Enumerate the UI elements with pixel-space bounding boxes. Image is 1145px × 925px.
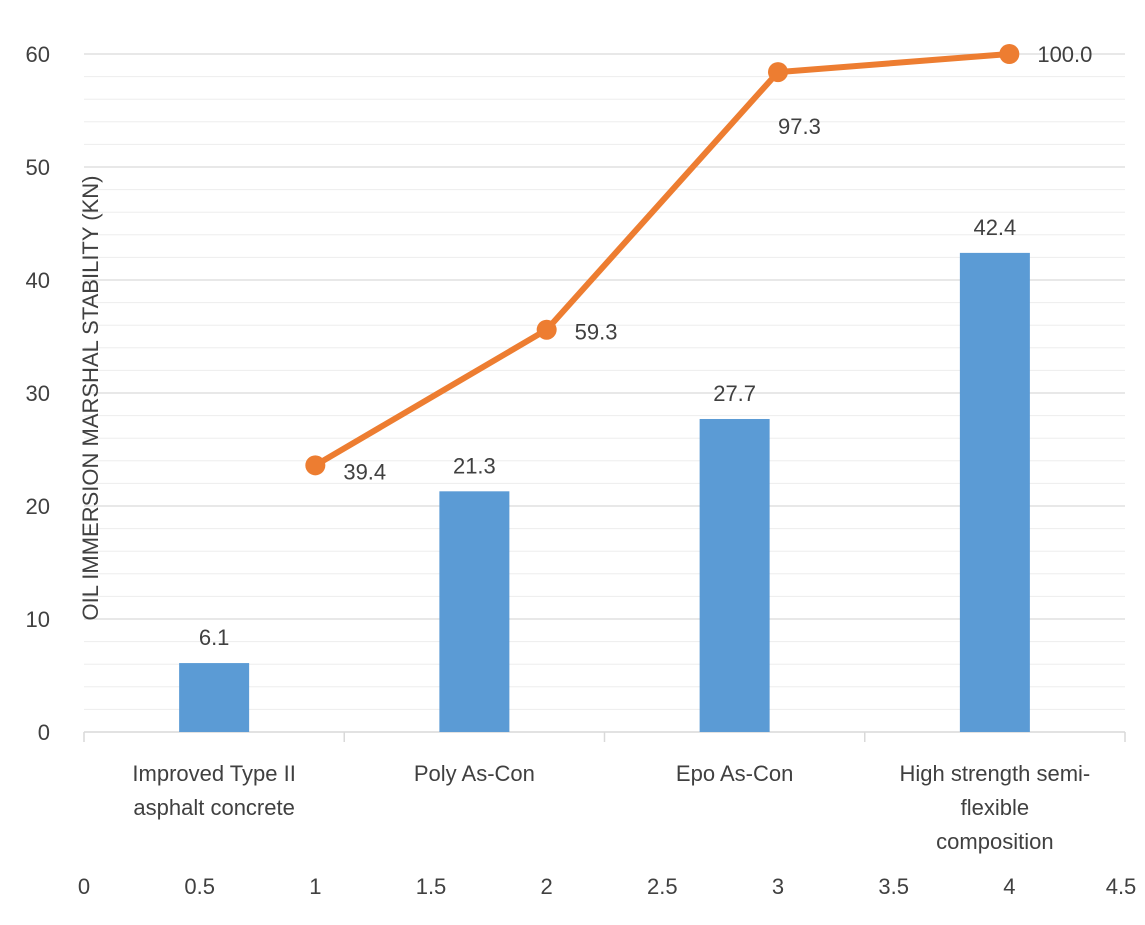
y-tick-label: 0 <box>38 720 50 745</box>
y-tick-label: 10 <box>26 607 50 632</box>
category-label: High strength semi- <box>900 761 1091 786</box>
category-label: flexible <box>961 795 1029 820</box>
secondary-x-axis: 0 0.5 1 1.5 2 2.5 3 3.5 4 4.5 <box>78 874 1136 899</box>
y-axis-ticks: 0 10 20 30 40 50 60 <box>26 42 50 745</box>
x2-tick-label: 0 <box>78 874 90 899</box>
x2-tick-label: 3.5 <box>878 874 909 899</box>
line-path <box>313 51 1010 468</box>
x2-tick-label: 1.5 <box>416 874 447 899</box>
line-point <box>999 44 1020 64</box>
bar <box>959 252 1030 732</box>
bar-data-label: 42.4 <box>973 215 1016 240</box>
bar <box>699 418 770 732</box>
line-data-label: 97.3 <box>778 114 821 139</box>
line-data-label: 100.0 <box>1037 42 1092 67</box>
category-label: Improved Type II <box>132 761 295 786</box>
category-label: composition <box>936 829 1053 854</box>
bar <box>179 663 250 732</box>
x2-tick-label: 2 <box>541 874 553 899</box>
x2-tick-label: 4.5 <box>1106 874 1137 899</box>
y-tick-label: 60 <box>26 42 50 67</box>
bar-data-label: 21.3 <box>453 453 496 478</box>
line-point <box>305 455 326 476</box>
y-tick-label: 30 <box>26 381 50 406</box>
y-axis-title: OIL IMMERSION MARSHAL STABILITY (KN) <box>78 176 103 621</box>
x2-tick-label: 1 <box>309 874 321 899</box>
line-point <box>536 319 557 340</box>
x2-tick-label: 4 <box>1003 874 1015 899</box>
bar <box>439 491 510 732</box>
x2-tick-label: 0.5 <box>184 874 215 899</box>
line-series: 39.4 59.3 97.3 100.0 <box>305 42 1092 484</box>
bar-data-label: 27.7 <box>713 381 756 406</box>
category-label: Epo As-Con <box>676 761 793 786</box>
line-data-label: 39.4 <box>343 459 386 484</box>
bar-series: 6.1 21.3 27.7 42.4 <box>179 215 1030 732</box>
gridlines <box>83 53 1126 742</box>
x2-tick-label: 3 <box>772 874 784 899</box>
line-data-label: 59.3 <box>575 320 618 345</box>
line-point <box>768 62 788 83</box>
x2-tick-label: 2.5 <box>647 874 678 899</box>
category-label: asphalt concrete <box>133 795 294 820</box>
y-tick-label: 20 <box>26 494 50 519</box>
y-tick-label: 40 <box>26 268 50 293</box>
y-tick-label: 50 <box>26 155 50 180</box>
bar-data-label: 6.1 <box>199 625 230 650</box>
category-label: Poly As-Con <box>414 761 535 786</box>
category-axis: Improved Type II asphalt concrete Poly As-… <box>132 761 1090 854</box>
